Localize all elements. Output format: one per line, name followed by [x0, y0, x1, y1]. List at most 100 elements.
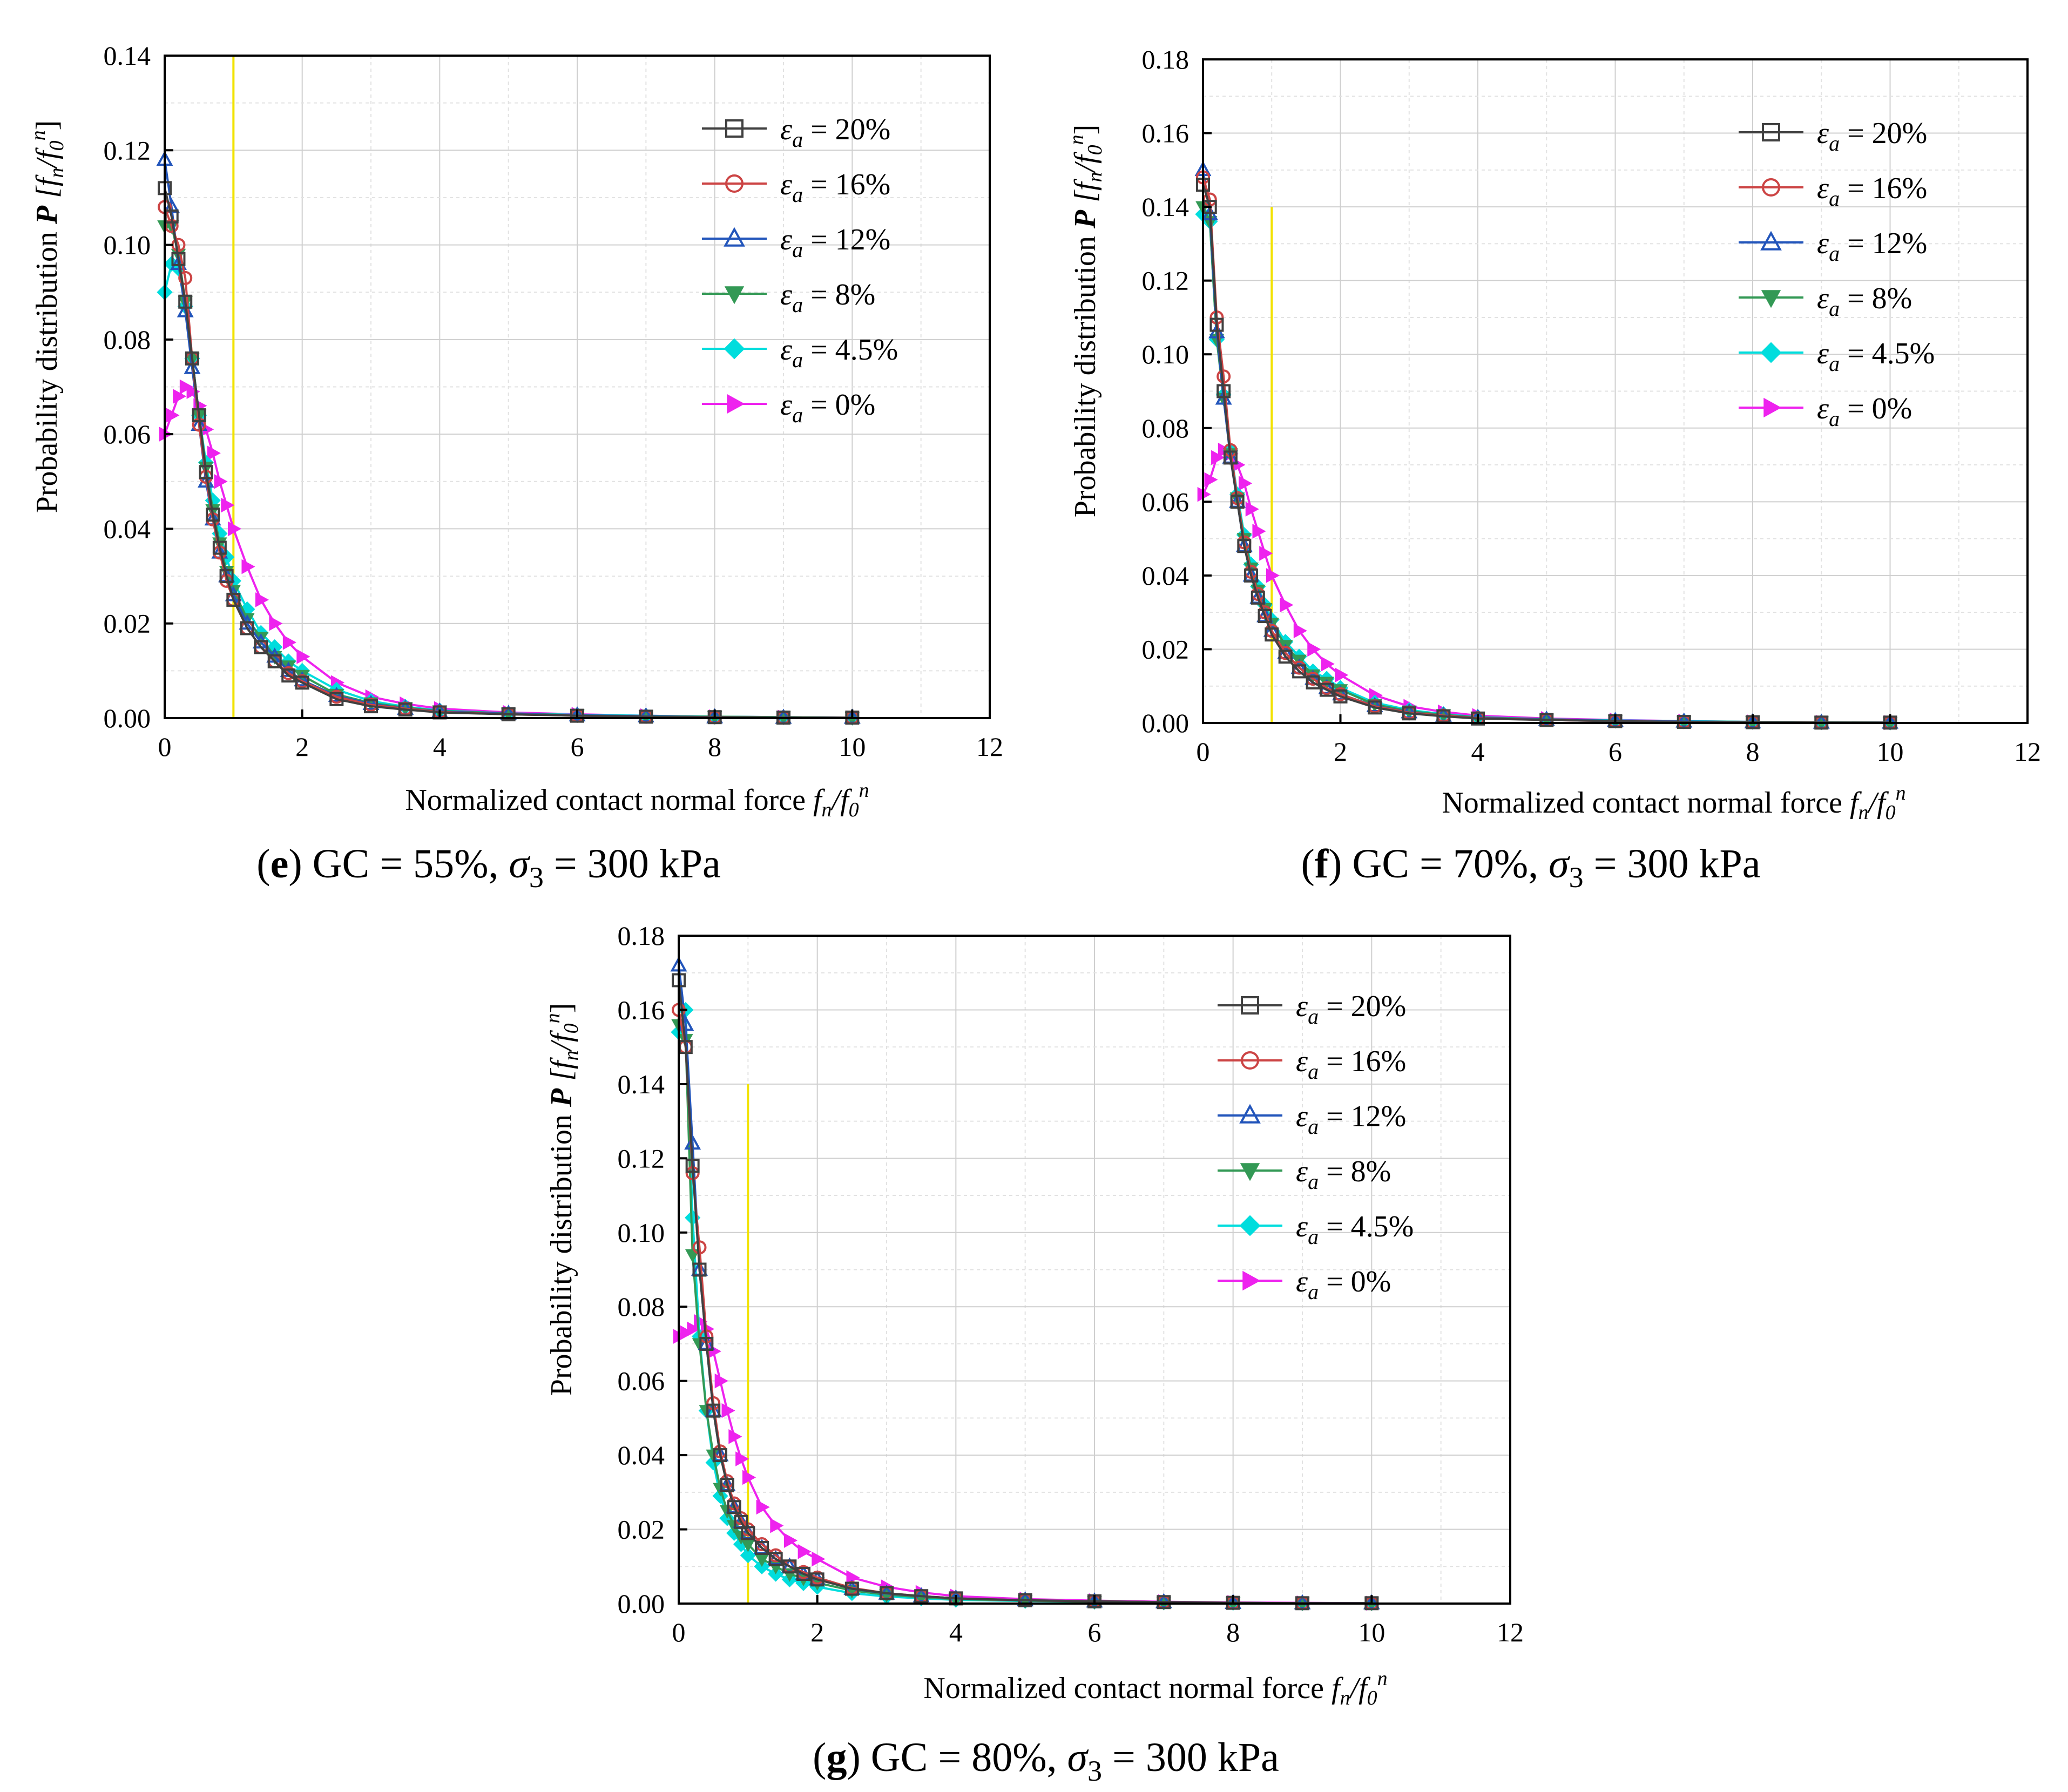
y-tick-label: 0.10: [1142, 339, 1190, 369]
x-tick-label: 6: [1609, 736, 1622, 767]
x-tick-label: 6: [1088, 1617, 1101, 1647]
legend-marker: [725, 119, 744, 138]
data-point: [219, 569, 234, 584]
legend-marker: [727, 394, 745, 414]
chart-panel-g: 0 2 4 6 8 10 12 0.00 0.02 0.04 0.06 0.08 0.10 0.12 0.1…: [542, 921, 1524, 1787]
data-point: [296, 649, 310, 664]
data-point: [1251, 590, 1265, 605]
data-point: [166, 408, 180, 423]
data-point: [1223, 450, 1238, 465]
legend-item: εa = 16%: [1739, 172, 1927, 211]
x-tick-label: 2: [295, 732, 309, 762]
panel-caption: (f) GC = 70%, σ3 = 300 kPa: [1301, 841, 1760, 894]
data-point: [756, 1499, 770, 1515]
legend-item: εa = 4.5%: [1739, 337, 1935, 376]
data-point: [768, 1552, 783, 1566]
data-point: [782, 1559, 797, 1574]
y-tick-label: 0.08: [618, 1291, 665, 1322]
data-point: [1402, 706, 1416, 721]
data-point: [680, 1325, 694, 1341]
data-point: [226, 592, 241, 607]
data-point: [685, 1159, 700, 1173]
data-point: [740, 1547, 756, 1564]
legend-marker: [1762, 123, 1780, 141]
y-tick-label: 0.14: [104, 40, 151, 71]
y-tick-label: 0.14: [1142, 192, 1190, 222]
data-point: [1244, 568, 1259, 583]
data-point: [207, 445, 221, 461]
legend-label: εa = 0%: [1296, 1265, 1391, 1304]
data-point: [1471, 711, 1485, 726]
data-point: [1677, 714, 1691, 729]
y-tick-label: 0.02: [618, 1514, 665, 1545]
x-tick-label: 10: [839, 732, 866, 762]
data-point: [1538, 711, 1555, 726]
x-tick-label: 4: [949, 1617, 963, 1647]
legend-marker: [1241, 996, 1259, 1015]
y-tick-label: 0.18: [1142, 44, 1190, 75]
y-tick-label: 0.16: [1142, 118, 1190, 148]
legend-item: εa = 12%: [1739, 227, 1927, 266]
data-point: [796, 1567, 810, 1581]
data-point: [720, 1478, 734, 1492]
legend-item: εa = 12%: [1218, 1100, 1406, 1139]
y-tick-label: 0.16: [618, 995, 665, 1025]
y-tick-label: 0.08: [1142, 413, 1190, 443]
legend-marker: [1763, 397, 1782, 418]
legend: εa = 20% εa = 16% εa = 12% εa = 8% εa = 4.5%…: [1739, 117, 1935, 431]
y-axis-label: Probability distribution P [fn/f0n]: [542, 1003, 583, 1396]
data-point: [569, 706, 586, 722]
data-point: [1292, 664, 1307, 679]
data-point: [783, 1533, 798, 1548]
legend-label: εa = 20%: [1296, 990, 1406, 1029]
y-tick-label: 0.00: [618, 1588, 665, 1619]
data-point: [798, 1544, 812, 1559]
chart-panel-e: 0 2 4 6 8 10 12 0.00 0.02 0.04 0.06 0.08 0.10 0.12 0.1…: [27, 40, 1003, 894]
data-point: [735, 1451, 749, 1466]
data-point: [192, 408, 206, 423]
data-point: [1607, 712, 1624, 727]
data-point: [1230, 495, 1245, 509]
y-tick-label: 0.12: [618, 1143, 665, 1173]
legend-marker: [724, 227, 745, 247]
y-tick-label: 0.04: [618, 1440, 665, 1470]
x-tick-label: 2: [810, 1617, 824, 1647]
data-point: [1258, 608, 1272, 623]
legend-marker: [1761, 290, 1781, 308]
legend-marker: [1239, 1215, 1261, 1236]
data-point: [255, 592, 269, 607]
chart-panel-f: 0 2 4 6 8 10 12 0.00 0.02 0.04 0.06 0.08 0.10 0.12 0.1…: [1065, 44, 2041, 894]
data-point: [713, 1448, 727, 1463]
data-point: [282, 634, 296, 650]
data-point: [184, 359, 201, 374]
y-tick-label: 0.10: [618, 1218, 665, 1248]
data-point: [1217, 384, 1231, 398]
data-point: [741, 1526, 755, 1540]
legend-label: εa = 20%: [780, 113, 890, 152]
data-point: [1306, 675, 1320, 689]
legend-marker: [724, 338, 745, 360]
data-point: [880, 1586, 894, 1600]
data-point: [214, 474, 228, 489]
data-point: [281, 668, 296, 683]
legend-marker: [1241, 1051, 1259, 1070]
series-line: [164, 187, 853, 719]
legend-item: εa = 8%: [1218, 1155, 1391, 1194]
data-point: [637, 707, 654, 722]
x-tick-label: 8: [1226, 1617, 1240, 1647]
y-tick-label: 0.12: [1142, 266, 1190, 296]
series-0: [672, 973, 1379, 1611]
data-point: [173, 389, 187, 404]
legend-label: εa = 8%: [780, 278, 875, 317]
data-point: [501, 707, 516, 721]
x-tick-label: 4: [433, 732, 447, 762]
legend-item: εa = 20%: [1739, 117, 1927, 155]
data-point: [398, 702, 413, 717]
legend-label: εa = 4.5%: [1817, 337, 1935, 376]
y-axis-label: Probability distribution P [fn/f0n]: [1065, 125, 1106, 517]
data-point: [171, 252, 186, 266]
x-tick-label: 0: [158, 732, 172, 762]
data-point: [687, 1321, 701, 1337]
legend-item: εa = 12%: [702, 223, 890, 262]
